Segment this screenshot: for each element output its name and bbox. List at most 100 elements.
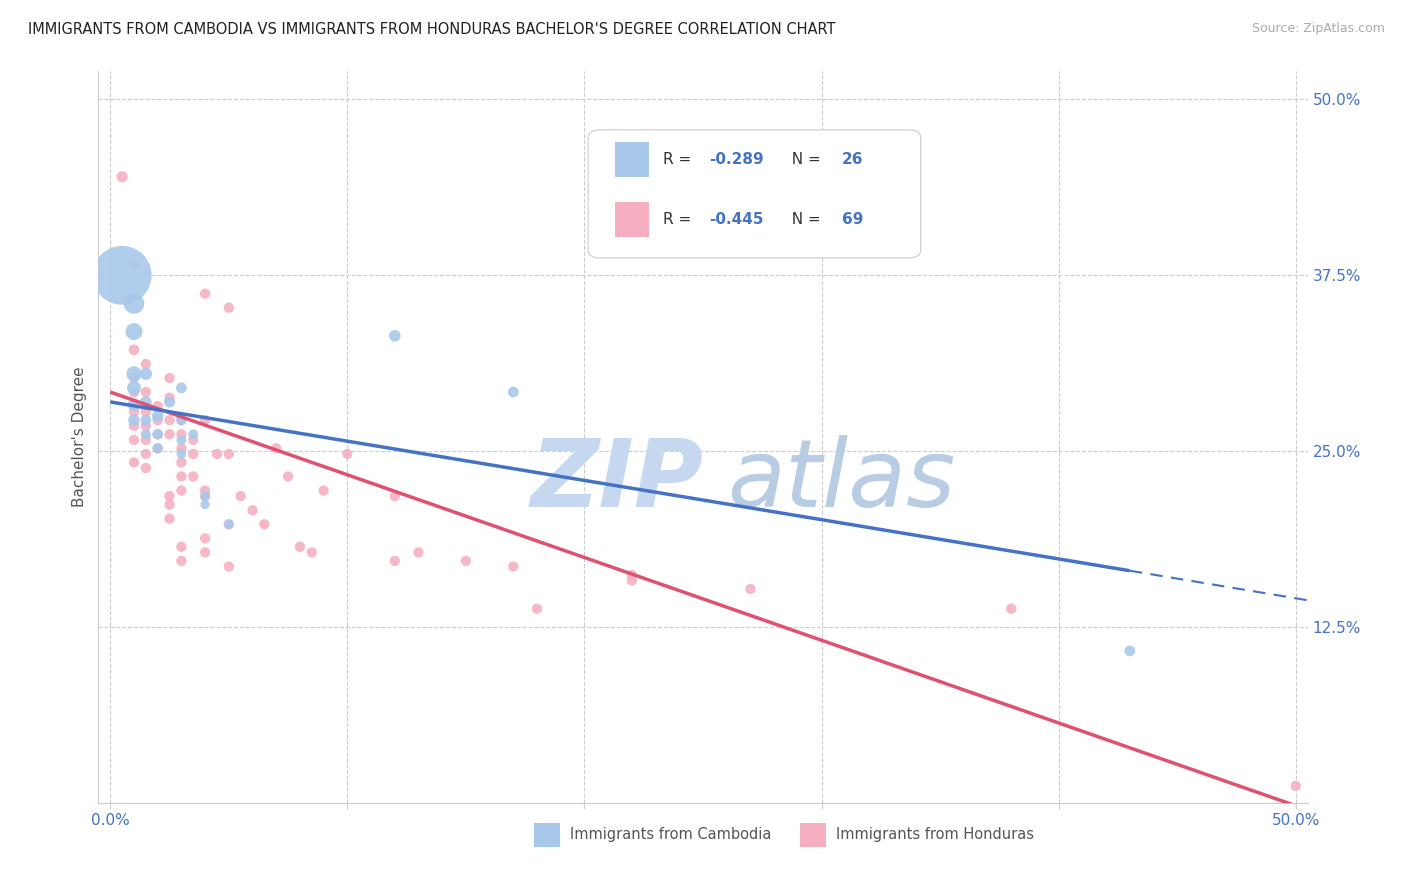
Point: [135, 357, 157, 371]
Point: [194, 489, 217, 503]
Point: [159, 395, 181, 409]
Point: [194, 286, 217, 301]
Point: [218, 301, 240, 315]
Text: Immigrants from Cambodia: Immigrants from Cambodia: [569, 828, 772, 842]
Text: -0.445: -0.445: [709, 212, 763, 227]
Point: [122, 433, 145, 447]
Text: Source: ZipAtlas.com: Source: ZipAtlas.com: [1251, 22, 1385, 36]
Point: [146, 442, 169, 456]
Point: [146, 442, 169, 456]
Point: [264, 442, 287, 456]
Text: R =: R =: [664, 212, 696, 227]
Point: [146, 399, 169, 413]
Point: [146, 409, 169, 423]
Y-axis label: Bachelor's Degree: Bachelor's Degree: [72, 367, 87, 508]
Point: [620, 574, 643, 588]
Point: [229, 489, 252, 503]
Point: [740, 582, 762, 596]
Point: [122, 405, 145, 419]
Point: [122, 371, 145, 385]
Point: [502, 385, 524, 400]
Point: [159, 498, 181, 512]
Point: [135, 461, 157, 475]
Point: [146, 427, 169, 442]
Point: [159, 391, 181, 405]
Point: [1000, 601, 1022, 615]
Point: [170, 447, 193, 461]
Point: [242, 503, 264, 517]
Point: [218, 517, 240, 532]
Point: [135, 413, 157, 427]
Point: [277, 469, 299, 483]
Point: [170, 554, 193, 568]
Point: [135, 427, 157, 442]
Point: [135, 433, 157, 447]
Point: [122, 413, 145, 427]
Point: [159, 371, 181, 385]
Point: [181, 469, 204, 483]
Point: [384, 328, 406, 343]
Point: [135, 418, 157, 433]
Point: [122, 398, 145, 412]
Point: [135, 447, 157, 461]
Point: [301, 545, 323, 559]
FancyBboxPatch shape: [534, 823, 561, 847]
Point: [194, 413, 217, 427]
Point: [146, 427, 169, 442]
Point: [170, 413, 193, 427]
Point: [181, 433, 204, 447]
Point: [194, 483, 217, 498]
Point: [1119, 644, 1142, 658]
FancyBboxPatch shape: [614, 143, 648, 178]
Point: [159, 427, 181, 442]
Point: [1285, 779, 1308, 793]
Point: [194, 489, 217, 503]
Point: [408, 545, 430, 559]
Point: [159, 489, 181, 503]
Point: [170, 455, 193, 469]
Point: [159, 413, 181, 427]
Point: [218, 447, 240, 461]
FancyBboxPatch shape: [588, 130, 921, 258]
Point: [170, 433, 193, 447]
Text: Immigrants from Honduras: Immigrants from Honduras: [837, 828, 1033, 842]
Point: [122, 385, 145, 400]
Point: [454, 554, 477, 568]
Point: [135, 405, 157, 419]
Point: [526, 601, 548, 615]
Point: [384, 554, 406, 568]
Point: [336, 447, 359, 461]
Text: -0.289: -0.289: [709, 153, 763, 168]
Point: [181, 447, 204, 461]
FancyBboxPatch shape: [800, 823, 827, 847]
Point: [194, 532, 217, 546]
Text: 69: 69: [842, 212, 863, 227]
Point: [170, 540, 193, 554]
Point: [170, 427, 193, 442]
Text: N =: N =: [782, 212, 825, 227]
Point: [122, 343, 145, 357]
Point: [205, 447, 228, 461]
Point: [122, 325, 145, 339]
Point: [122, 367, 145, 381]
Text: R =: R =: [664, 153, 696, 168]
Point: [253, 517, 276, 532]
Point: [502, 559, 524, 574]
Point: [194, 498, 217, 512]
Point: [170, 442, 193, 456]
Point: [135, 367, 157, 381]
Point: [135, 395, 157, 409]
Point: [194, 545, 217, 559]
Point: [170, 483, 193, 498]
Point: [122, 259, 145, 273]
Point: [111, 268, 134, 283]
Point: [218, 517, 240, 532]
Point: [122, 455, 145, 469]
Point: [111, 169, 134, 184]
Point: [312, 483, 335, 498]
FancyBboxPatch shape: [614, 202, 648, 237]
Text: IMMIGRANTS FROM CAMBODIA VS IMMIGRANTS FROM HONDURAS BACHELOR'S DEGREE CORRELATI: IMMIGRANTS FROM CAMBODIA VS IMMIGRANTS F…: [28, 22, 835, 37]
Point: [384, 489, 406, 503]
Point: [122, 381, 145, 395]
Point: [159, 511, 181, 525]
